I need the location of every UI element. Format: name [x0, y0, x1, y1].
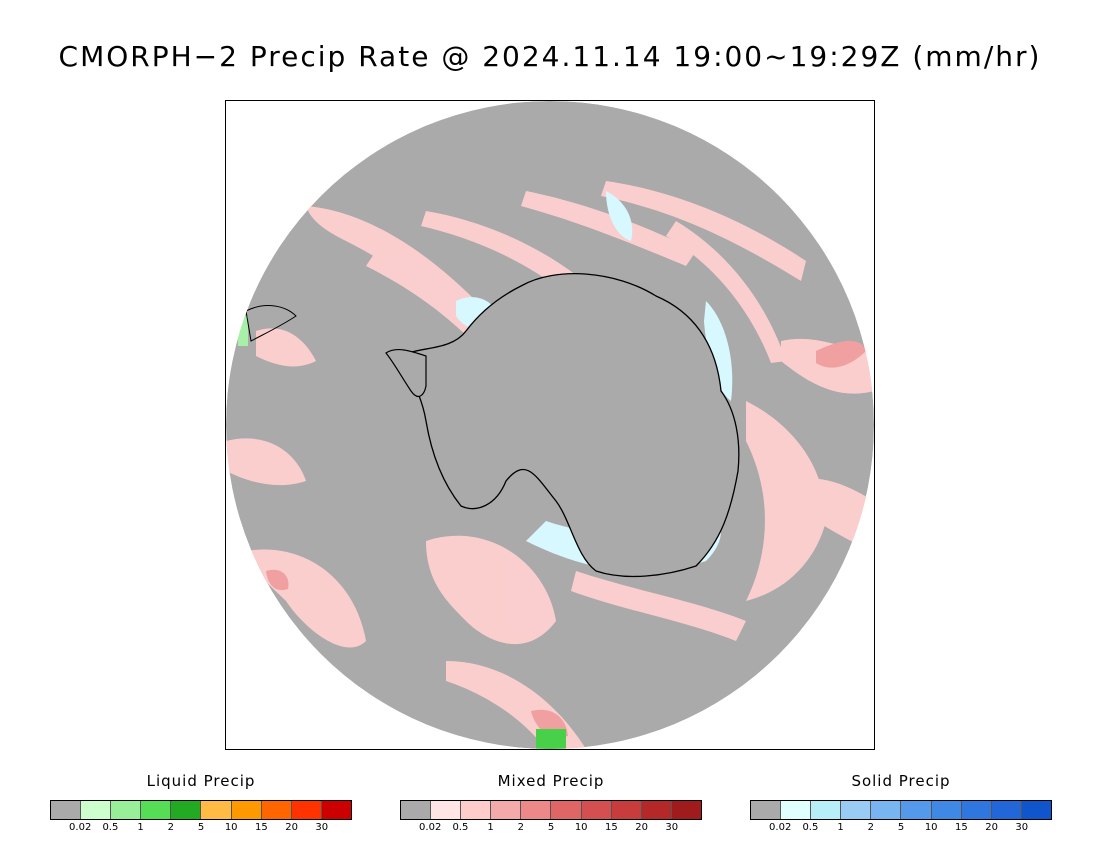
legend-color-bar: [750, 800, 1052, 820]
legend-tick-label: 0.5: [452, 822, 469, 833]
legend-tick-label: 30: [665, 822, 679, 833]
legend-ticks: 0.02 0.5 1 2 5 10 15 20 30: [400, 822, 702, 836]
map-frame: [225, 100, 875, 750]
legend-tick-label: 5: [197, 822, 205, 833]
legend-tick-label: 0.5: [802, 822, 819, 833]
legend-mixed: Mixed Precip 0.02 0.5 1 2 5 10 15 20 30: [400, 772, 702, 836]
legend-tick-label: 2: [517, 822, 524, 833]
legend-tick-label: 10: [924, 822, 938, 833]
antarctic-peninsula: [385, 348, 427, 398]
legend-solid: Solid Precip 0.02 0.5 1 2 5 10 15 20 30: [750, 772, 1052, 836]
legend-swatch: [201, 801, 232, 819]
legend-tick-label: 5: [547, 822, 555, 833]
legend-tick-label: 10: [224, 822, 238, 833]
legend-tick-label: 0.02: [69, 822, 92, 833]
legend-liquid: Liquid Precip 0.02 0.5 1 2 5 10 15 20 30: [50, 772, 352, 836]
legend-swatch: [581, 801, 612, 819]
legend-swatch: [751, 801, 782, 819]
legend-swatch: [551, 801, 582, 819]
legend-swatch: [521, 801, 552, 819]
legend-tick-label: 1: [487, 822, 494, 833]
legend-swatch: [961, 801, 992, 819]
south-america-coast: [245, 305, 297, 342]
legend-swatch: [51, 801, 82, 819]
legend-tick-label: 2: [167, 822, 174, 833]
legend-tick-label: 20: [285, 822, 298, 833]
legend-tick-label: 1: [837, 822, 844, 833]
legend-swatch: [111, 801, 142, 819]
legend-swatch: [1021, 801, 1051, 819]
legend-tick-label: 1: [137, 822, 144, 833]
mixed-precip-areas: [226, 181, 874, 749]
legend-tick-label: 15: [605, 822, 618, 833]
legend-swatch: [611, 801, 642, 819]
legend-swatch: [871, 801, 902, 819]
legend-color-bar: [400, 800, 702, 820]
legend-swatch: [641, 801, 672, 819]
legend-title: Solid Precip: [851, 772, 951, 790]
legend-tick-label: 30: [1015, 822, 1029, 833]
legend-swatch: [671, 801, 701, 819]
legend-swatch: [811, 801, 842, 819]
legend-tick-label: 0.02: [769, 822, 792, 833]
legend-swatch: [261, 801, 292, 819]
legend-tick-label: 20: [635, 822, 648, 833]
legend-ticks: 0.02 0.5 1 2 5 10 15 20 30: [50, 822, 352, 836]
legend-swatch: [141, 801, 172, 819]
legend-tick-label: 30: [315, 822, 329, 833]
legend-swatch: [491, 801, 522, 819]
legend-tick-label: 20: [985, 822, 998, 833]
legend-tick-label: 15: [255, 822, 268, 833]
legend-tick-label: 15: [955, 822, 968, 833]
legend-swatch: [991, 801, 1022, 819]
legend-tick-label: 2: [867, 822, 874, 833]
legend-ticks: 0.02 0.5 1 2 5 10 15 20 30: [750, 822, 1052, 836]
liquid-precip-areas: [238, 316, 566, 749]
legend-title: Liquid Precip: [146, 772, 256, 790]
legend-tick-label: 0.5: [102, 822, 119, 833]
legend-swatch: [931, 801, 962, 819]
legend-swatch: [431, 801, 462, 819]
legend-title: Mixed Precip: [497, 772, 605, 790]
legend-color-bar: [50, 800, 352, 820]
legend-swatch: [401, 801, 432, 819]
legend-swatch: [901, 801, 932, 819]
legend-swatch: [781, 801, 812, 819]
legend-swatch: [171, 801, 202, 819]
polar-map: [226, 101, 874, 749]
legend-swatch: [231, 801, 262, 819]
legend-tick-label: 10: [574, 822, 588, 833]
legend-swatch: [461, 801, 492, 819]
legend-tick-label: 0.02: [419, 822, 442, 833]
legend-swatch: [291, 801, 322, 819]
legend-swatch: [81, 801, 112, 819]
legend-swatch: [321, 801, 351, 819]
chart-title: CMORPH−2 Precip Rate @ 2024.11.14 19:00~…: [58, 40, 1042, 73]
legend-swatch: [841, 801, 872, 819]
legend-tick-label: 5: [897, 822, 905, 833]
